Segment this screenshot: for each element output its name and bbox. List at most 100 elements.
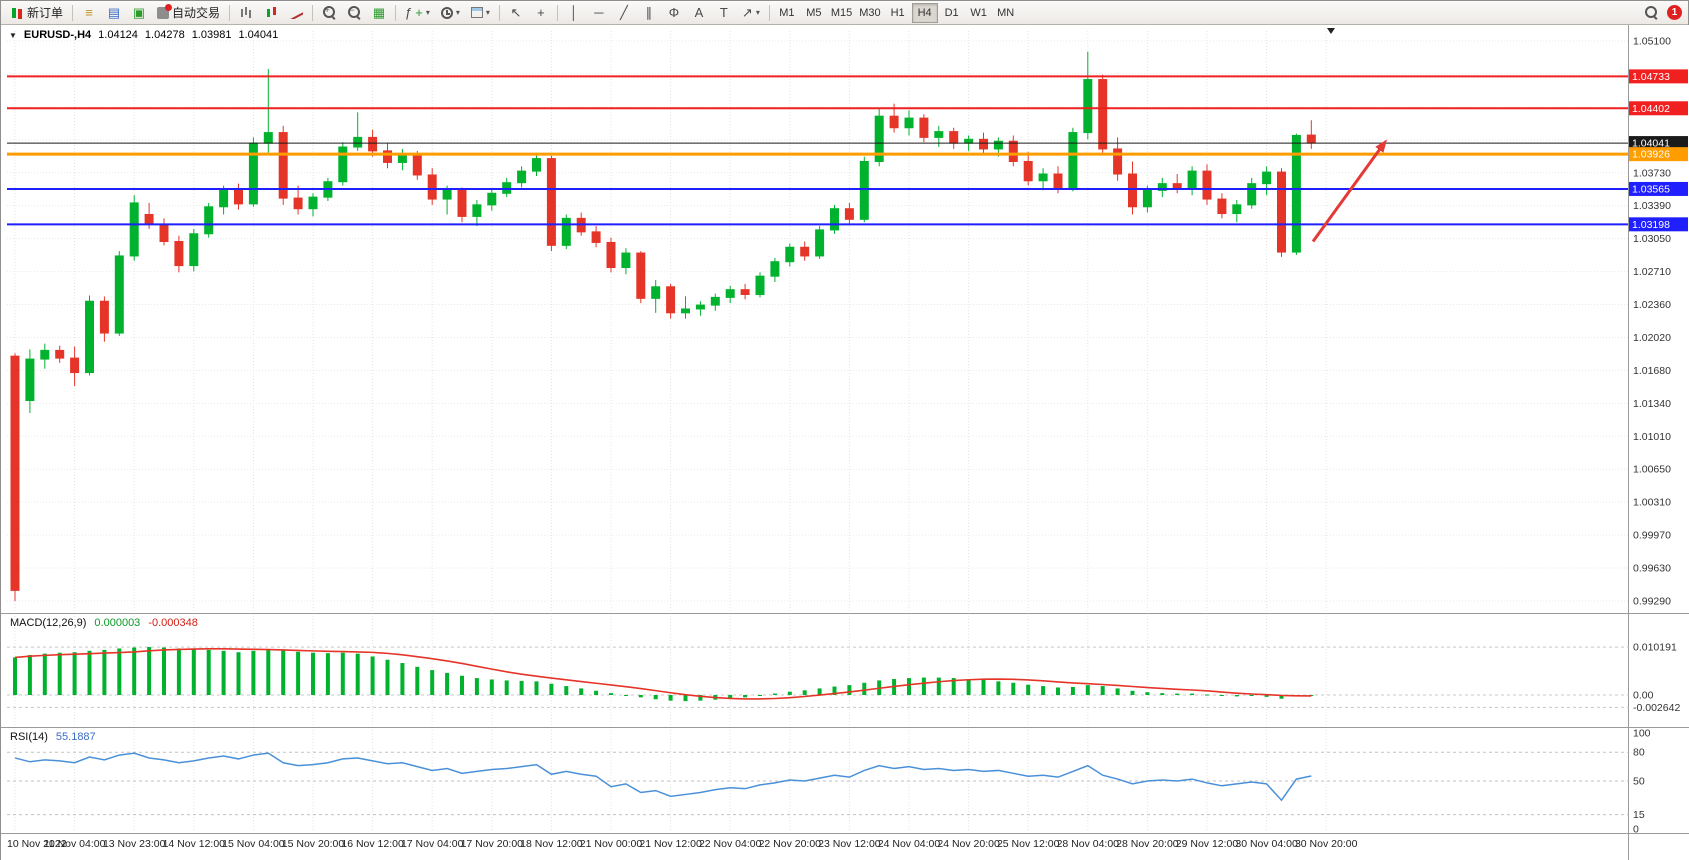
- channel-button[interactable]: ∥: [637, 3, 661, 23]
- candle-body: [621, 252, 631, 269]
- candle-body: [1217, 198, 1227, 215]
- text-label-button[interactable]: T: [712, 3, 736, 23]
- vertical-line-button[interactable]: │: [562, 3, 586, 23]
- timeframe-m1-button[interactable]: M1: [774, 3, 800, 23]
- macd-histogram-bar: [191, 649, 196, 695]
- candle-body: [442, 189, 452, 200]
- candle-body: [1187, 170, 1197, 189]
- time-axis-label: 30 Nov 20:00: [1295, 838, 1358, 850]
- arrow-tool-icon: ↗: [741, 5, 753, 20]
- search-button[interactable]: [1639, 3, 1663, 23]
- timeframe-m30-button[interactable]: M30: [856, 3, 883, 23]
- arrows-button[interactable]: ↗ ▾: [737, 3, 765, 23]
- timeframe-m5-button[interactable]: M5: [801, 3, 827, 23]
- candle-body: [1008, 140, 1018, 162]
- bar-chart-button[interactable]: [234, 3, 258, 23]
- time-axis-label: 24 Nov 20:00: [937, 838, 1000, 850]
- price-chart-canvas[interactable]: 1.05100 1.03730 1.03390 1.03050 1.02710 1.023…: [1, 25, 1689, 860]
- zoom-out-button[interactable]: −: [342, 3, 366, 23]
- trend-arrow[interactable]: [1311, 139, 1387, 243]
- macd-histogram-bar: [117, 648, 122, 695]
- macd-histogram-bar: [504, 680, 509, 695]
- templates-button[interactable]: ▾: [466, 3, 495, 23]
- line-chart-button[interactable]: [284, 3, 308, 23]
- indicators-button[interactable]: ƒ + ▾: [400, 3, 435, 23]
- candle-body: [263, 132, 273, 144]
- time-axis-label: 21 Nov 00:00: [580, 838, 643, 850]
- candle-body: [40, 349, 50, 360]
- periods-button[interactable]: ▾: [436, 3, 465, 23]
- candle-body: [755, 275, 765, 295]
- tile-windows-button[interactable]: ▦: [367, 3, 391, 23]
- macd-histogram-bar: [832, 686, 837, 695]
- templates-icon: [470, 7, 483, 18]
- candle-body: [1247, 183, 1257, 206]
- price-badge: [1629, 136, 1688, 151]
- fibonacci-button[interactable]: Φ: [662, 3, 686, 23]
- text-button[interactable]: A: [687, 3, 711, 23]
- cursor-button[interactable]: ↖: [504, 3, 528, 23]
- candle-body: [1083, 79, 1093, 134]
- macd-histogram-bar: [162, 647, 166, 695]
- horizontal-line-button[interactable]: ─: [587, 3, 611, 23]
- macd-histogram-bar: [147, 647, 152, 695]
- candle-body: [546, 158, 556, 246]
- navigator-button[interactable]: ▤: [102, 3, 126, 23]
- bar-chart-icon: [239, 6, 253, 19]
- timeframe-h4-button[interactable]: H4: [911, 2, 938, 23]
- candlestick-chart-button[interactable]: [259, 3, 283, 23]
- panel-splitters[interactable]: [1, 25, 1689, 860]
- chart-area[interactable]: 1.05100 1.03730 1.03390 1.03050 1.02710 1.023…: [1, 25, 1689, 860]
- new-order-button[interactable]: 新订单: [5, 3, 68, 23]
- candle-body: [129, 202, 139, 257]
- macd-histogram-bar: [415, 666, 420, 695]
- separator: [312, 4, 314, 21]
- time-axis-label: 22 Nov 04:00: [699, 838, 762, 850]
- trendline-button[interactable]: ╱: [612, 3, 636, 23]
- macd-histogram-bar: [221, 650, 226, 695]
- macd-histogram-bar: [1070, 687, 1075, 695]
- candle-body: [1306, 134, 1316, 144]
- macd-histogram-bar: [609, 693, 613, 695]
- crosshair-button[interactable]: +: [529, 3, 553, 23]
- candle-body: [25, 358, 35, 402]
- candle-body: [1023, 160, 1033, 182]
- auto-trading-icon: [157, 3, 173, 19]
- terminal-button[interactable]: ▣: [127, 3, 151, 23]
- vertical-line-icon: │: [569, 5, 578, 20]
- macd-histogram-bar: [966, 679, 971, 695]
- macd-histogram-bar: [653, 695, 658, 700]
- macd-histogram-bar: [549, 683, 554, 695]
- timeframe-mn-button[interactable]: MN: [993, 3, 1019, 23]
- candle-body: [1277, 171, 1286, 253]
- macd-histogram-bar: [862, 682, 867, 695]
- macd-histogram-bar: [13, 657, 17, 695]
- timeframe-w1-button[interactable]: W1: [966, 3, 992, 23]
- macd-histogram-bar: [638, 695, 643, 698]
- fibonacci-icon: Φ: [668, 5, 680, 20]
- macd-histogram-bar: [1026, 684, 1031, 695]
- macd-histogram-bar: [1205, 694, 1209, 696]
- timeframe-m15-button[interactable]: M15: [828, 3, 855, 23]
- time-axis-label: 25 Nov 12:00: [997, 838, 1060, 850]
- timeframe-d1-button[interactable]: D1: [939, 3, 965, 23]
- candle-body: [1232, 204, 1242, 215]
- auto-trading-label: 自动交易: [172, 6, 221, 20]
- chart-shift-marker[interactable]: [1327, 28, 1335, 34]
- timeframe-h1-button[interactable]: H1: [885, 3, 911, 23]
- notification-badge[interactable]: 1: [1667, 5, 1682, 20]
- candle-body: [681, 308, 690, 314]
- macd-histogram-bar: [1160, 693, 1165, 695]
- price-axis[interactable]: 1.05100 1.03730 1.03390 1.03050 1.02710 1.023…: [1633, 36, 1671, 608]
- auto-trading-button[interactable]: 自动交易: [152, 3, 225, 23]
- trendline-icon: ╱: [619, 5, 628, 20]
- macd-histogram-bar: [936, 677, 941, 695]
- macd-histogram-bar: [311, 652, 315, 695]
- zoom-in-button[interactable]: +: [317, 3, 341, 23]
- candlestick-chart-icon: [264, 6, 278, 19]
- tile-windows-icon: ▦: [372, 5, 386, 20]
- market-watch-button[interactable]: ≡: [77, 3, 101, 23]
- candle-body: [651, 286, 661, 299]
